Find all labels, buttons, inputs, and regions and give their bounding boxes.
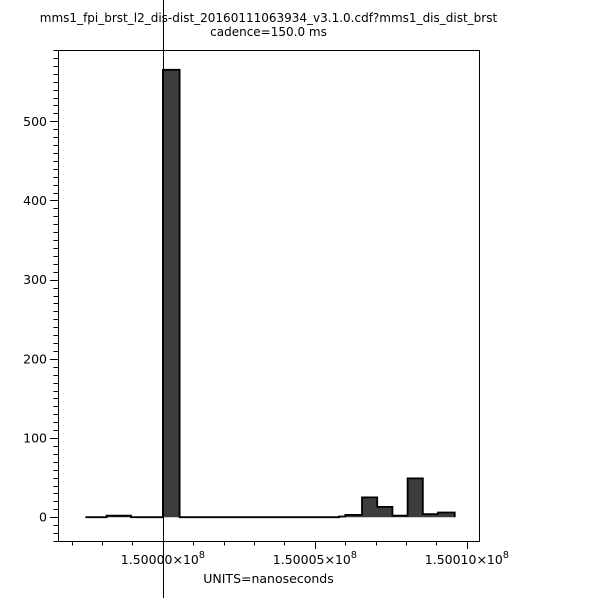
plot-subtitle: cadence=150.0 ms <box>210 25 327 39</box>
y-tick-label: 300 <box>23 272 47 287</box>
x-tick-label: 1.50010×108 <box>425 550 509 567</box>
histogram-series <box>85 68 456 519</box>
plot-border <box>58 50 480 542</box>
y-tick-label: 100 <box>23 431 47 446</box>
x-tick-label: 1.50000×108 <box>121 550 205 567</box>
y-tick-label: 400 <box>23 193 47 208</box>
y-tick-label: 200 <box>23 351 47 366</box>
x-axis-units-label: UNITS=nanoseconds <box>203 571 333 586</box>
y-tick-label: 0 <box>39 510 47 525</box>
y-tick-label: 500 <box>23 114 47 129</box>
x-tick-label: 1.50005×108 <box>273 550 357 567</box>
plot-title: mms1_fpi_brst_l2_dis-dist_20160111063934… <box>39 11 498 25</box>
